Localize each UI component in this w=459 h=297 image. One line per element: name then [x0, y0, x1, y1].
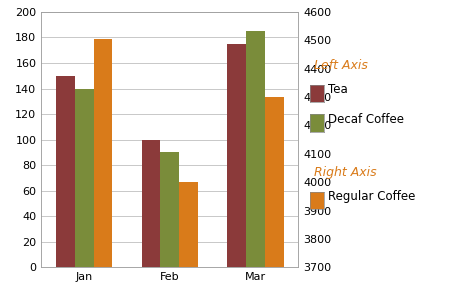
Text: Right Axis: Right Axis: [314, 166, 377, 179]
Bar: [265, 97, 284, 297]
Text: Left Axis: Left Axis: [314, 59, 368, 72]
Bar: [179, 181, 198, 297]
Bar: [94, 39, 112, 297]
Text: Decaf Coffee: Decaf Coffee: [328, 113, 404, 126]
Bar: [246, 31, 265, 267]
Bar: [75, 89, 94, 267]
Bar: [141, 140, 160, 267]
Text: Tea: Tea: [328, 83, 348, 96]
Bar: [227, 44, 246, 267]
Bar: [160, 152, 179, 267]
Bar: [56, 76, 75, 267]
Text: Regular Coffee: Regular Coffee: [328, 190, 415, 203]
